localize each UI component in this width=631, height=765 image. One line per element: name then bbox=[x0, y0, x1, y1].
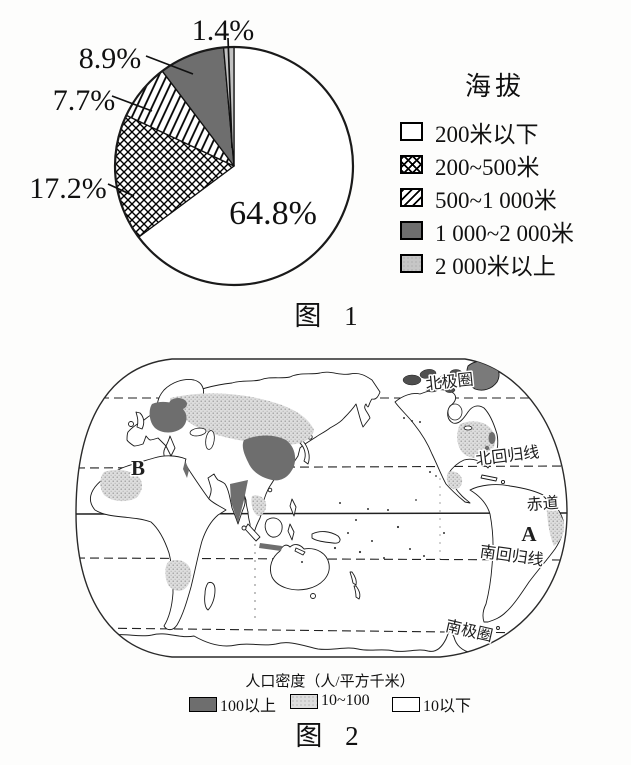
leader-17.2 bbox=[107, 183, 135, 197]
hainan-island bbox=[267, 487, 273, 493]
stipple-mexico bbox=[446, 471, 463, 490]
timor-island bbox=[294, 547, 306, 556]
density-label: 10~100 bbox=[321, 692, 370, 709]
legend-item-above-2000: 2 000米以上 bbox=[400, 247, 614, 280]
density-legend-title: 人口密度（人/平方千米） bbox=[245, 674, 415, 690]
legend-label: 200~500米 bbox=[435, 154, 540, 180]
white-swatch-icon bbox=[400, 122, 423, 141]
world-map-svg: 北极圈 北回归线 赤道 南回归线 南极圈 A B bbox=[75, 358, 568, 658]
pie-chart-svg: 1.4% 8.9% 7.7% 17.2% 64.8% bbox=[29, 14, 355, 287]
tasmania-island bbox=[310, 593, 316, 599]
legend-label: 2 000米以上 bbox=[435, 253, 556, 279]
philippines-islands bbox=[289, 498, 297, 517]
new-zealand bbox=[349, 571, 361, 600]
legend-label: 200米以下 bbox=[435, 121, 539, 147]
legend-item-200-500: 200~500米 bbox=[400, 148, 614, 181]
figure2-caption: 图 2 bbox=[295, 721, 367, 751]
stipple-west-africa bbox=[100, 469, 142, 502]
leader-7.7 bbox=[111, 95, 153, 112]
dark-india bbox=[230, 480, 248, 523]
pie-outline bbox=[113, 45, 355, 287]
stipple-south-africa bbox=[165, 560, 192, 591]
figure1-caption: 图 1 bbox=[294, 301, 366, 331]
dark-scandinavia bbox=[169, 398, 187, 410]
legend-item-500-1000: 500~1 000米 bbox=[400, 181, 614, 214]
falkland-islands bbox=[496, 626, 500, 630]
density-label: 10以下 bbox=[423, 698, 472, 715]
diagonal-swatch-icon bbox=[400, 188, 423, 207]
antarctic-circle-line bbox=[89, 627, 541, 634]
density-item-below-10: 10以下 bbox=[392, 692, 471, 716]
madagascar-island bbox=[204, 581, 216, 611]
dark-nile bbox=[183, 461, 189, 478]
hispaniola-island bbox=[500, 479, 506, 485]
dark-density-swatch-icon bbox=[189, 696, 217, 712]
stipple-europe-russia bbox=[170, 393, 314, 445]
legend-item-below-200: 200米以下 bbox=[400, 115, 614, 148]
leader-8.9 bbox=[145, 55, 194, 75]
leader-1.4 bbox=[227, 37, 233, 149]
black-sea bbox=[189, 427, 207, 437]
inland-seas bbox=[189, 403, 473, 450]
pie-leader-lines bbox=[107, 37, 233, 197]
density-label: 100以上 bbox=[220, 698, 277, 715]
continent-south-america bbox=[469, 484, 564, 623]
antarctica-coast bbox=[109, 627, 507, 655]
cuba-island bbox=[480, 474, 498, 482]
japan-islands bbox=[299, 440, 310, 465]
legend-label: 500~1 000米 bbox=[435, 187, 557, 213]
british-isles bbox=[135, 411, 145, 430]
density-dark-patches bbox=[149, 398, 496, 551]
dark-java bbox=[259, 543, 282, 551]
dark-gray-swatch-icon bbox=[400, 221, 423, 240]
pie-slices bbox=[114, 46, 354, 286]
elevation-legend: 海拔 200米以下 200~500米 500~1 000米 1 000~2 00… bbox=[400, 66, 614, 280]
continent-north-america bbox=[394, 389, 499, 504]
great-lakes bbox=[463, 425, 473, 431]
density-stipple-patches bbox=[100, 393, 565, 591]
crosshatch-swatch-icon bbox=[400, 155, 423, 174]
density-item-10-100: 10~100 bbox=[290, 692, 370, 710]
new-guinea-island bbox=[311, 531, 341, 544]
stipple-se-asia bbox=[251, 495, 267, 516]
point-b-label: B bbox=[131, 456, 145, 480]
density-item-over-100: 100以上 bbox=[189, 692, 276, 716]
pct-label-64.8: 64.8% bbox=[229, 195, 317, 232]
stipple-density-swatch-icon bbox=[290, 693, 318, 709]
ireland-island bbox=[128, 421, 134, 427]
hudson-bay bbox=[447, 403, 463, 421]
equator-label: 赤道 bbox=[526, 494, 559, 514]
dark-northeast-us bbox=[488, 432, 496, 444]
white-density-swatch-icon bbox=[392, 696, 420, 712]
pct-label-1.4: 1.4% bbox=[192, 14, 255, 47]
caspian-sea bbox=[205, 430, 215, 450]
point-a-label: A bbox=[521, 522, 537, 546]
sulawesi-island bbox=[287, 523, 295, 541]
small-islands bbox=[301, 417, 445, 563]
canadian-arctic-archipelago bbox=[402, 369, 472, 393]
sri-lanka-island bbox=[241, 525, 247, 531]
legend-item-1000-2000: 1 000~2 000米 bbox=[400, 214, 614, 247]
continent-australia bbox=[269, 544, 330, 591]
legend-label: 1 000~2 000米 bbox=[435, 220, 574, 246]
stipple-south-america-coast bbox=[546, 500, 565, 546]
tropic-of-cancer-line bbox=[76, 465, 567, 469]
elevation-legend-title: 海拔 bbox=[464, 72, 525, 101]
pct-label-7.7: 7.7% bbox=[53, 84, 116, 117]
pie-percent-labels: 1.4% 8.9% 7.7% 17.2% 64.8% bbox=[29, 14, 317, 232]
dark-east-asia bbox=[242, 435, 296, 481]
pct-label-17.2: 17.2% bbox=[29, 172, 107, 205]
dark-northeast-us-2 bbox=[484, 445, 490, 451]
pct-label-8.9: 8.9% bbox=[79, 42, 142, 75]
borneo-island bbox=[264, 517, 283, 538]
light-gray-swatch-icon bbox=[400, 254, 423, 273]
